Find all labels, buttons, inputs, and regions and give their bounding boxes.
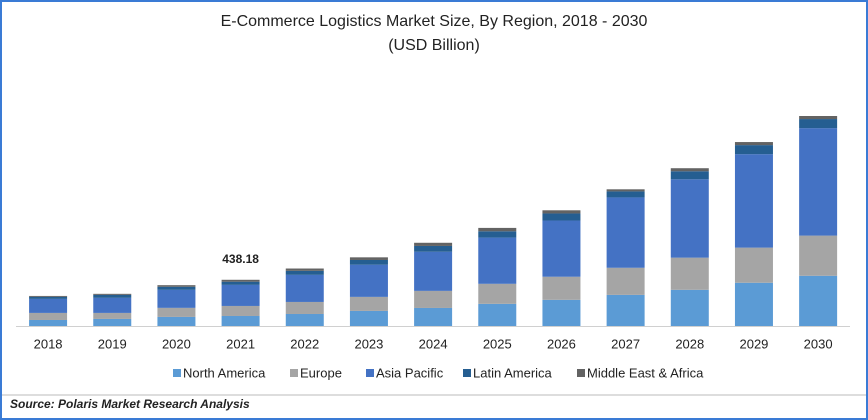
bar-segment bbox=[542, 220, 581, 277]
bar-segment bbox=[414, 251, 453, 291]
bar-segment bbox=[670, 257, 709, 290]
bar-segment bbox=[349, 259, 388, 265]
bar-segment bbox=[157, 285, 196, 287]
bar-segment bbox=[93, 294, 132, 298]
bar-segment bbox=[478, 283, 517, 304]
x-tick-label: 2028 bbox=[675, 336, 704, 351]
legend-swatch bbox=[463, 369, 471, 377]
bar-segment bbox=[414, 307, 453, 326]
bar-segment bbox=[93, 297, 132, 313]
bar-segment bbox=[670, 171, 709, 180]
bar-segment bbox=[670, 179, 709, 258]
x-tick-label: 2018 bbox=[34, 336, 63, 351]
x-tick-label: 2022 bbox=[290, 336, 319, 351]
bar-segment bbox=[221, 279, 260, 282]
bar-segment bbox=[349, 296, 388, 311]
x-tick-label: 2023 bbox=[354, 336, 383, 351]
bar-segment bbox=[93, 293, 132, 295]
bar-segment bbox=[734, 247, 773, 283]
bar-segment bbox=[606, 267, 645, 295]
bar-segment bbox=[93, 312, 132, 319]
bar-segment bbox=[734, 282, 773, 326]
x-tick-label: 2027 bbox=[611, 336, 640, 351]
legend-swatch bbox=[577, 369, 585, 377]
bar-segment bbox=[285, 313, 324, 326]
bar-segment bbox=[349, 310, 388, 326]
bar-segment bbox=[221, 315, 260, 326]
x-tick-label: 2025 bbox=[483, 336, 512, 351]
bar-segment bbox=[542, 276, 581, 300]
bar-segment bbox=[799, 275, 838, 326]
x-tick-label: 2029 bbox=[739, 336, 768, 351]
chart-title: E-Commerce Logistics Market Size, By Reg… bbox=[221, 13, 648, 30]
bar-segment bbox=[29, 295, 68, 297]
legend-label: North America bbox=[183, 365, 266, 380]
bar-segment bbox=[414, 290, 453, 308]
chart-subtitle: (USD Billion) bbox=[388, 37, 480, 54]
bar-segment bbox=[799, 235, 838, 276]
bar-segment bbox=[157, 286, 196, 290]
bar-segment bbox=[478, 231, 517, 238]
bar-segment bbox=[414, 242, 453, 246]
bar-segment bbox=[29, 296, 68, 299]
x-tick-label: 2021 bbox=[226, 336, 255, 351]
legend-swatch bbox=[290, 369, 298, 377]
source: Source: Polaris Market Research Analysis bbox=[10, 397, 250, 411]
bar-segment bbox=[606, 191, 645, 198]
bar-segment bbox=[157, 289, 196, 308]
bar-segment bbox=[29, 312, 68, 320]
bar-segment bbox=[799, 119, 838, 129]
bar-segment bbox=[221, 305, 260, 316]
bar-segment bbox=[285, 268, 324, 271]
bar-segment bbox=[542, 213, 581, 221]
x-tick-label: 2019 bbox=[98, 336, 127, 351]
bar-segment bbox=[799, 128, 838, 236]
legend-label: Europe bbox=[300, 365, 342, 380]
bar-segment bbox=[349, 264, 388, 297]
bar-segment bbox=[285, 301, 324, 314]
bar-segment bbox=[670, 168, 709, 172]
bar-segment bbox=[414, 245, 453, 252]
x-tick-label: 2026 bbox=[547, 336, 576, 351]
bar-segment bbox=[285, 270, 324, 275]
legend-label: Middle East & Africa bbox=[587, 365, 704, 380]
x-tick-label: 2020 bbox=[162, 336, 191, 351]
legend-label: Latin America bbox=[473, 365, 553, 380]
bar-segment bbox=[157, 307, 196, 317]
bar-segment bbox=[606, 197, 645, 268]
bar-segment bbox=[478, 303, 517, 326]
bar-segment bbox=[29, 319, 68, 326]
bar-segment bbox=[606, 189, 645, 192]
bar-segment bbox=[734, 154, 773, 248]
bar-segment bbox=[285, 274, 324, 302]
bar-segment bbox=[93, 318, 132, 326]
bar-segment bbox=[157, 316, 196, 326]
bar-segment bbox=[478, 227, 517, 232]
x-tick-label: 2030 bbox=[804, 336, 833, 351]
bar-segment bbox=[29, 298, 68, 313]
data-label: 438.18 bbox=[222, 252, 259, 266]
bar-segment bbox=[670, 289, 709, 326]
bar-segment bbox=[606, 294, 645, 326]
bar-segment bbox=[734, 142, 773, 146]
bar-segment bbox=[349, 257, 388, 260]
bar-segment bbox=[478, 237, 517, 284]
bar-segment bbox=[542, 299, 581, 326]
legend-swatch bbox=[173, 369, 181, 377]
bar-segment bbox=[734, 145, 773, 155]
x-tick-label: 2024 bbox=[419, 336, 448, 351]
bar-segment bbox=[542, 210, 581, 214]
bar-segment bbox=[221, 284, 260, 306]
bar-segment bbox=[799, 116, 838, 120]
legend-label: Asia Pacific bbox=[376, 365, 444, 380]
bar-segment bbox=[221, 281, 260, 285]
legend-swatch bbox=[366, 369, 374, 377]
